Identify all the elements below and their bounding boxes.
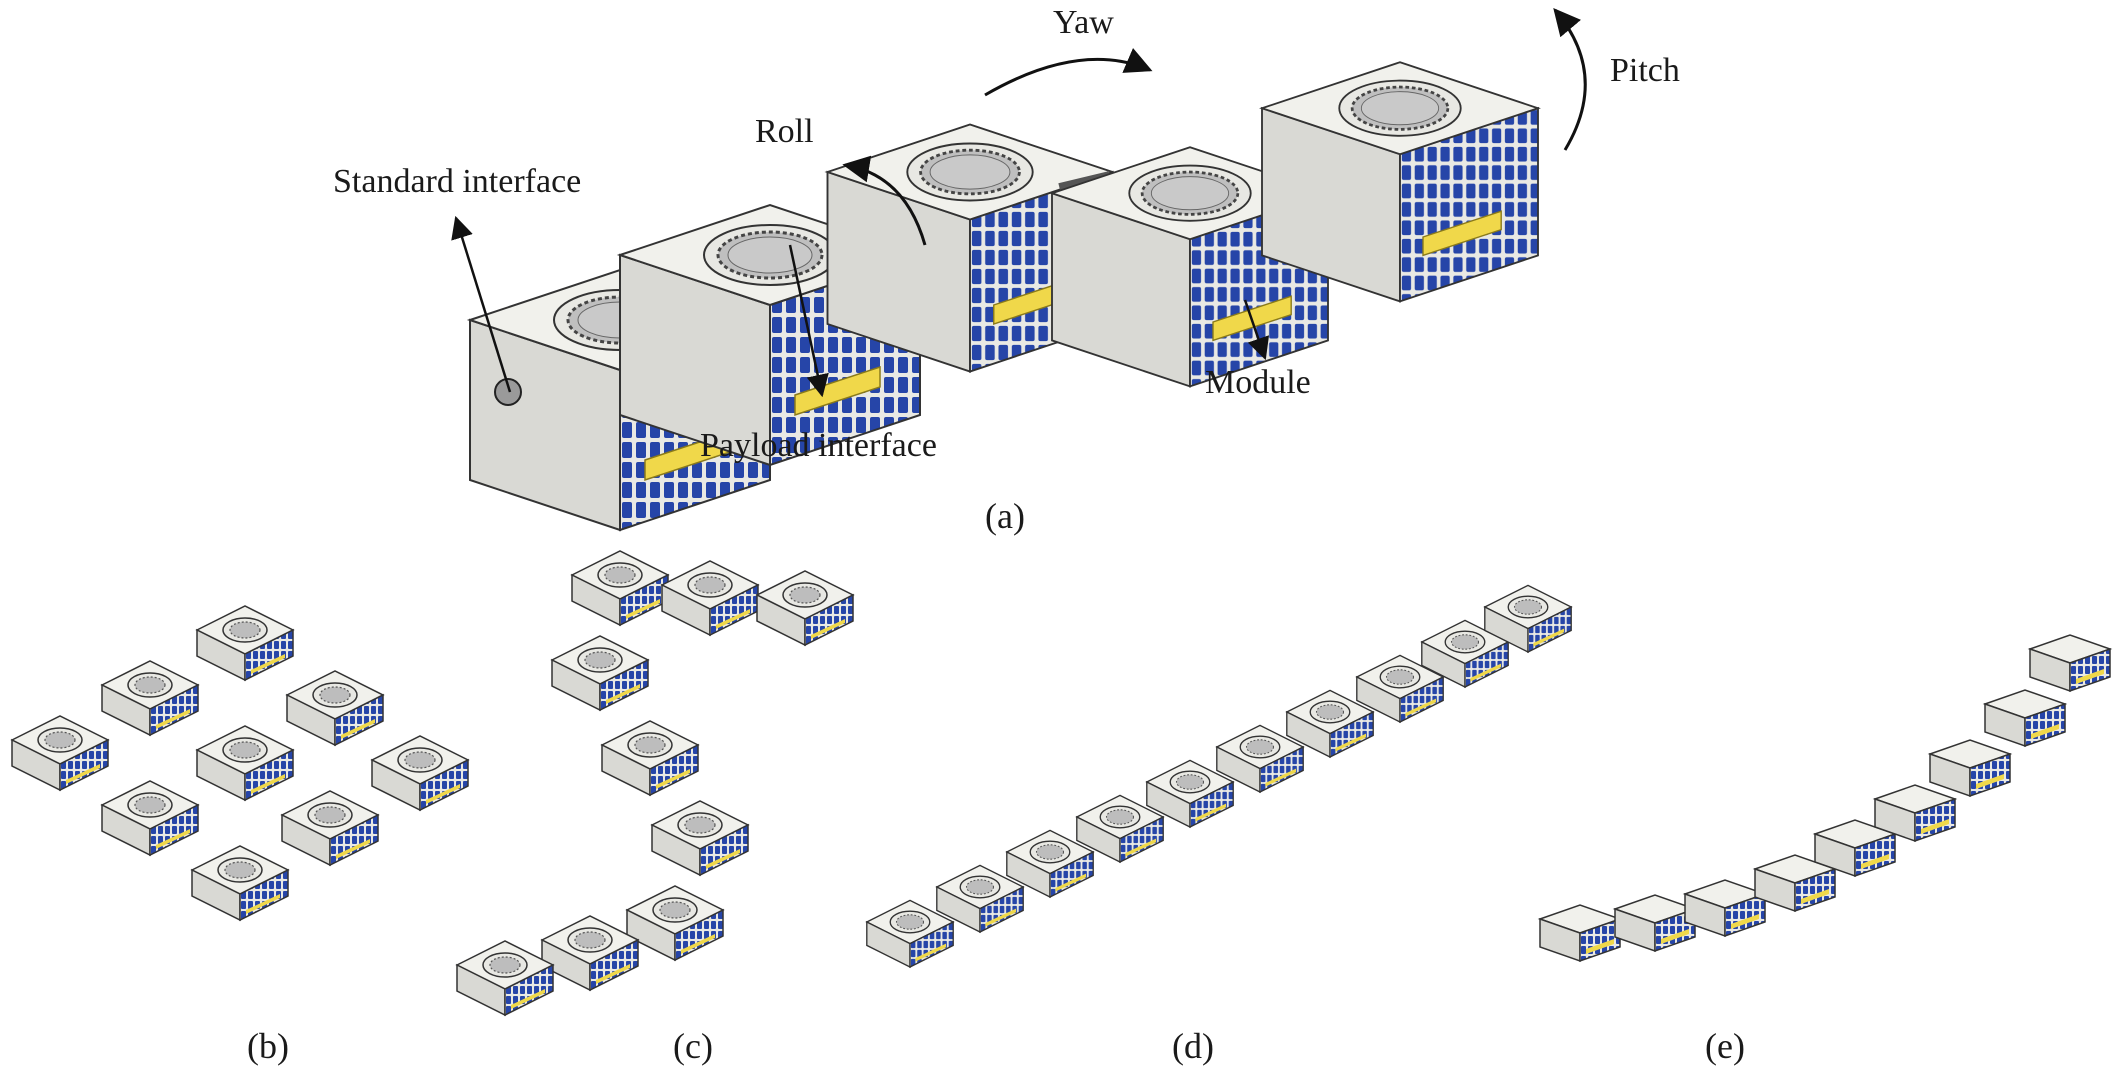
module-label: Module — [1205, 364, 1311, 401]
standard-interface-port — [494, 378, 522, 406]
pitch-label: Pitch — [1610, 52, 1680, 89]
standard-interface-label: Standard interface — [333, 163, 582, 200]
yaw-arrow — [984, 48, 1153, 97]
roll-arrow — [842, 155, 927, 246]
payload-interface-arrow — [788, 244, 829, 398]
caption-b: (b) — [247, 1026, 289, 1066]
caption-d: (d) — [1172, 1026, 1214, 1066]
module-5 — [1260, 60, 1540, 303]
caption-a: (a) — [985, 496, 1025, 536]
s-shape-configuration — [456, 550, 854, 1016]
module-arrow — [1243, 299, 1270, 361]
module-1 — [468, 268, 772, 532]
arc-configuration — [1539, 634, 2111, 962]
roll-label: Roll — [755, 113, 814, 150]
pitch-arrow — [1553, 7, 1587, 151]
caption-e: (e) — [1705, 1026, 1745, 1066]
caption-c: (c) — [673, 1026, 713, 1066]
yaw-label: Yaw — [1053, 4, 1114, 41]
grid-configuration — [11, 605, 469, 921]
standard-interface-arrow — [451, 215, 512, 393]
payload-interface-label: Payload interface — [700, 427, 937, 464]
main-module-chain — [468, 60, 1540, 532]
line-configuration — [866, 584, 1572, 968]
